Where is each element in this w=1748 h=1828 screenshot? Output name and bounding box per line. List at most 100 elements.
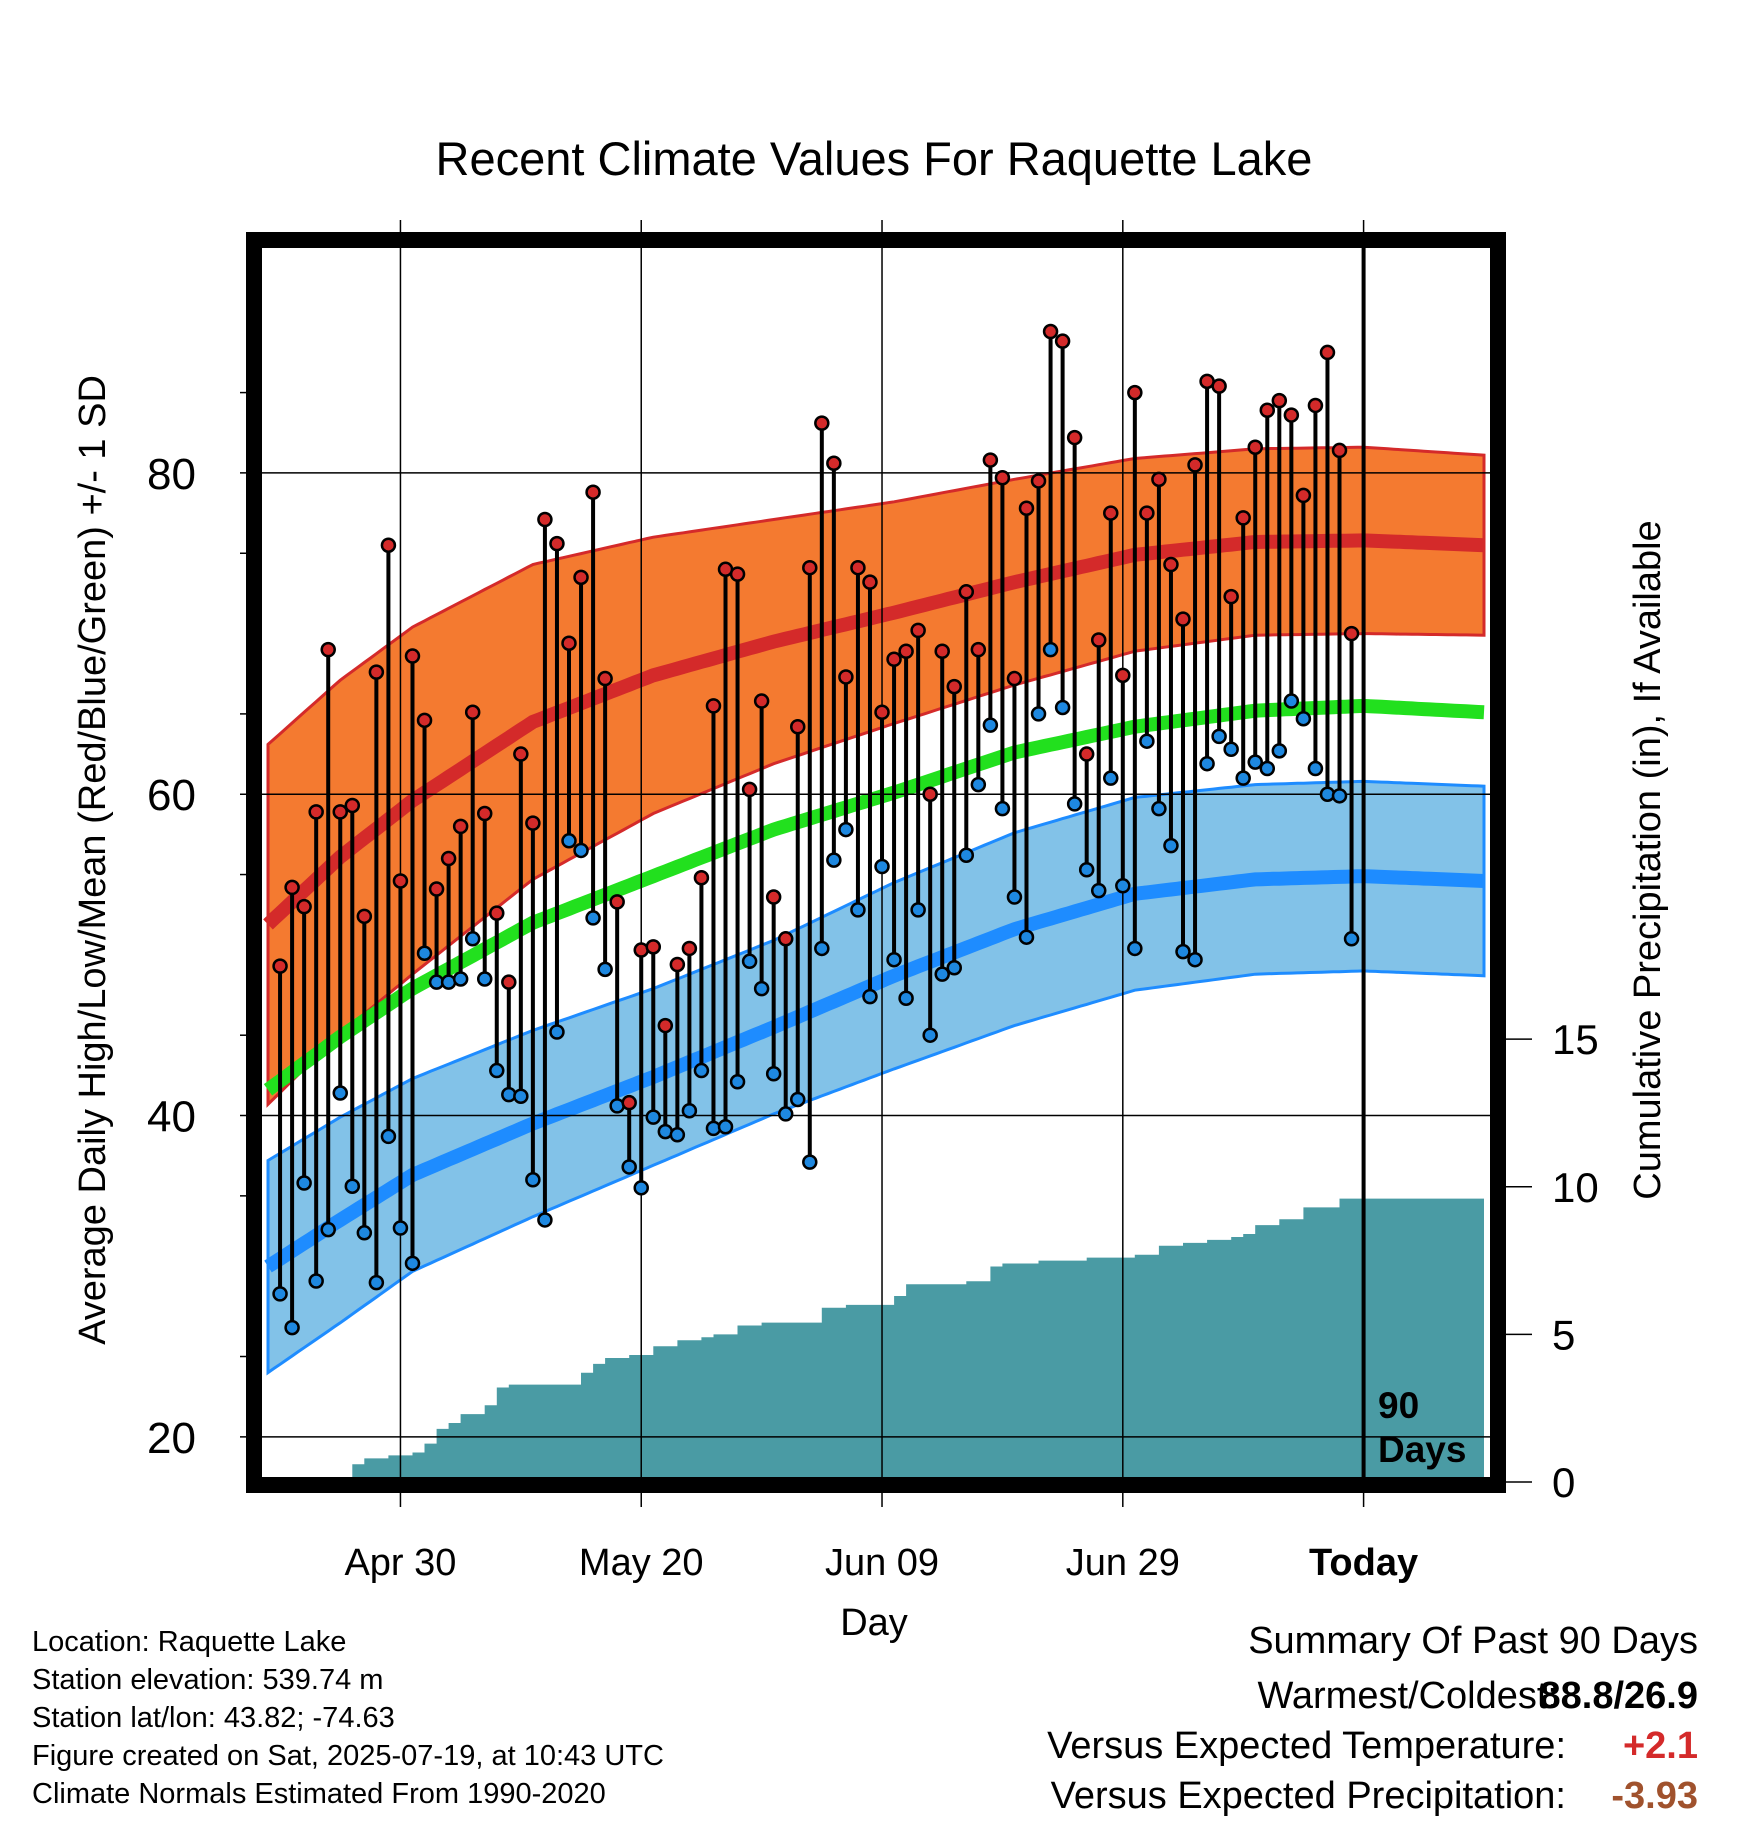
daily-high-point xyxy=(416,712,433,729)
daily-low-point xyxy=(452,971,469,987)
daily-high-point xyxy=(729,566,746,582)
daily-high-point xyxy=(501,974,517,990)
daily-high-point xyxy=(1235,510,1251,526)
daily-low-point xyxy=(777,1106,794,1122)
daily-high-point xyxy=(1283,407,1300,423)
x-tick-label-19: Apr 30 xyxy=(344,1542,456,1584)
daily-high-point xyxy=(525,815,541,831)
y2-axis-label: Cumulative Precipitation (in), If Availa… xyxy=(1627,520,1669,1199)
daily-low-point xyxy=(982,717,999,733)
y-axis-label: Average Daily High/Low/Mean (Red/Blue/Gr… xyxy=(72,375,114,1345)
daily-high-point xyxy=(657,1017,674,1034)
daily-low-point xyxy=(1271,743,1288,759)
daily-low-point xyxy=(958,847,975,864)
daily-high-point xyxy=(573,569,589,586)
daily-high-point xyxy=(344,797,361,814)
daily-high-point xyxy=(356,908,373,925)
daily-high-point xyxy=(705,698,722,714)
daily-low-point xyxy=(862,988,878,1005)
daily-high-point xyxy=(1187,457,1203,473)
daily-high-point xyxy=(561,635,577,651)
precip-area xyxy=(352,1198,1484,1477)
daily-low-point xyxy=(392,1220,409,1236)
daily-high-point xyxy=(814,415,830,431)
daily-low-point xyxy=(368,1274,385,1291)
daily-high-point xyxy=(669,956,686,973)
daily-high-point xyxy=(886,651,902,668)
daily-high-point xyxy=(476,805,493,822)
daily-high-point xyxy=(910,622,926,639)
info-normals: Climate Normals Estimated From 1990-2020 xyxy=(32,1778,606,1810)
daily-low-point xyxy=(753,980,770,997)
daily-high-point xyxy=(1223,588,1239,605)
daily-low-point xyxy=(1006,889,1023,905)
daily-low-point xyxy=(1054,699,1071,716)
daily-high-point xyxy=(789,718,806,735)
daily-high-point xyxy=(693,870,710,886)
daily-high-point xyxy=(1066,429,1083,446)
daily-high-point xyxy=(922,786,938,802)
y-tick-label-60: 60 xyxy=(147,771,196,820)
info-latlon: Station lat/lon: 43.82; -74.63 xyxy=(32,1702,395,1734)
daily-low-point xyxy=(284,1319,300,1336)
daily-high-point xyxy=(1078,746,1095,762)
daily-high-point xyxy=(332,804,349,820)
x-tick-label-99: Today xyxy=(1309,1542,1418,1584)
daily-low-point xyxy=(1223,741,1239,757)
daily-high-point xyxy=(404,648,421,664)
daily-low-point xyxy=(729,1074,746,1090)
daily-high-point xyxy=(1090,632,1107,648)
daily-low-point xyxy=(681,1102,698,1119)
daily-low-point xyxy=(585,910,601,926)
summary-title: Summary Of Past 90 Days xyxy=(1248,1620,1698,1662)
daily-low-point xyxy=(1078,861,1095,878)
daily-high-point xyxy=(308,804,324,820)
today-label-line2: Days xyxy=(1378,1429,1466,1470)
daily-high-point xyxy=(1259,402,1276,419)
daily-low-point xyxy=(633,1180,649,1196)
daily-high-point xyxy=(440,850,457,867)
daily-high-point xyxy=(1307,397,1324,414)
daily-high-point xyxy=(1295,487,1312,504)
daily-low-point xyxy=(1090,882,1107,899)
daily-low-point xyxy=(1042,641,1059,658)
daily-low-point xyxy=(802,1154,818,1170)
summary-precip-label: Versus Expected Precipitation: xyxy=(1050,1775,1566,1817)
daily-high-point xyxy=(1139,505,1155,521)
daily-high-point xyxy=(1343,625,1360,642)
daily-high-point xyxy=(513,746,529,762)
x-tick-label-39: May 20 xyxy=(579,1542,704,1584)
daily-low-point xyxy=(717,1119,734,1135)
daily-high-point xyxy=(802,559,818,576)
daily-low-point xyxy=(970,776,987,793)
daily-low-point xyxy=(489,1062,505,1079)
daily-high-point xyxy=(982,452,999,468)
daily-low-point xyxy=(1283,693,1300,709)
daily-low-point xyxy=(789,1091,806,1108)
daily-high-point xyxy=(1054,333,1071,349)
daily-low-point xyxy=(1187,951,1203,968)
daily-low-point xyxy=(621,1159,637,1175)
daily-high-point xyxy=(946,678,963,695)
daily-low-point xyxy=(922,1027,938,1043)
daily-high-point xyxy=(898,643,914,659)
daily-high-point xyxy=(645,939,662,955)
daily-low-point xyxy=(1103,770,1119,786)
daily-high-point xyxy=(537,511,553,528)
daily-high-point xyxy=(1115,667,1131,684)
daily-low-point xyxy=(946,959,963,976)
daily-high-point xyxy=(1163,556,1179,573)
daily-high-point xyxy=(1151,471,1167,488)
y-tick-label-80: 80 xyxy=(147,450,196,499)
daily-low-point xyxy=(537,1212,553,1228)
daily-high-point xyxy=(597,670,613,687)
daily-low-point xyxy=(416,945,433,962)
daily-low-point xyxy=(814,940,830,957)
x-tick-label-59: Jun 09 xyxy=(825,1542,939,1584)
daily-low-point xyxy=(356,1225,373,1241)
high-normal-band xyxy=(266,445,1486,1108)
daily-high-point xyxy=(1211,378,1227,394)
daily-low-point xyxy=(1018,929,1035,945)
daily-high-point xyxy=(452,818,469,835)
